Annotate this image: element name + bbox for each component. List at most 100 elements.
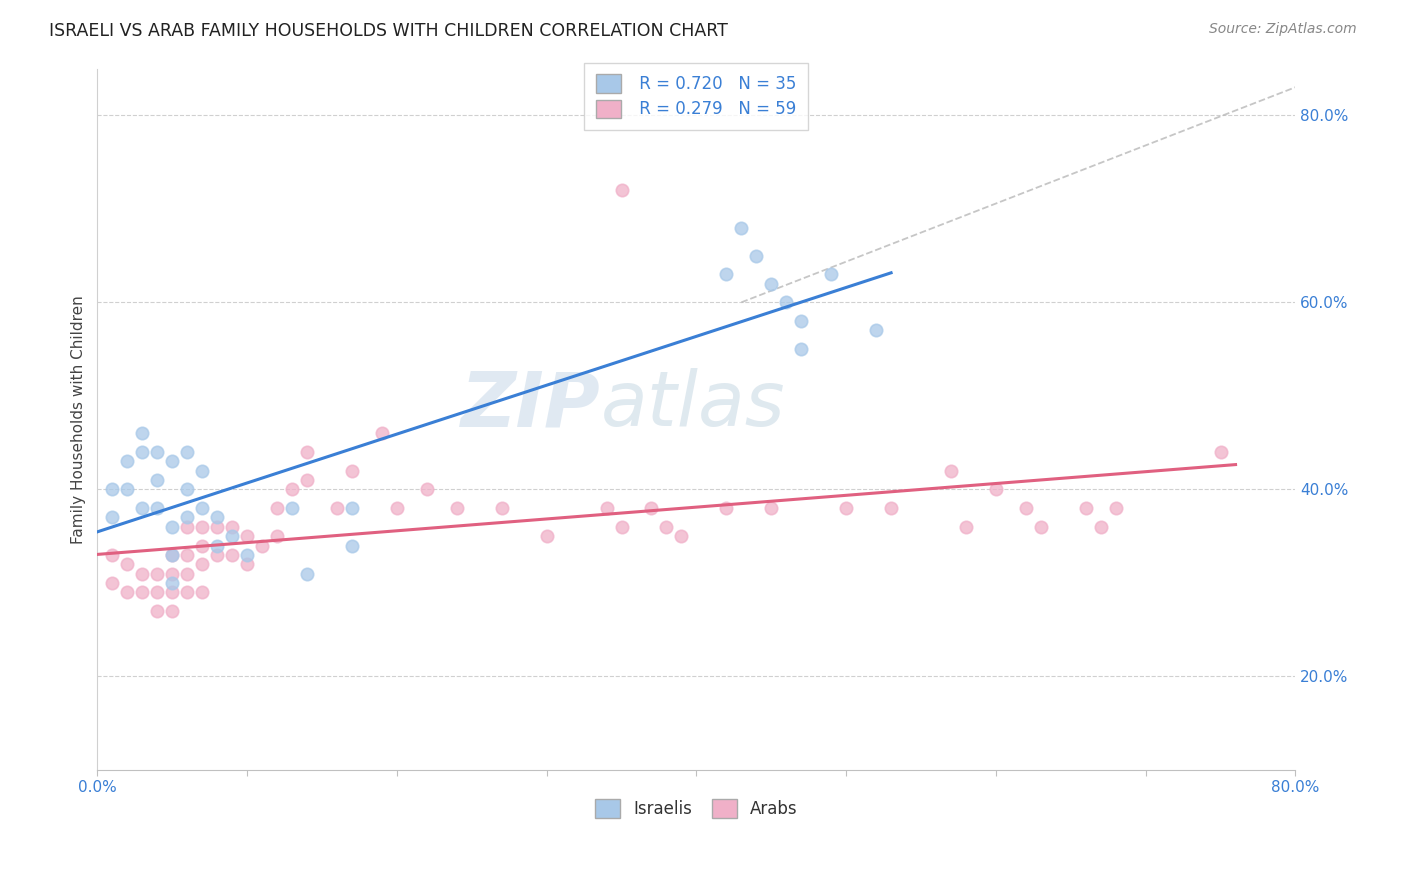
Point <box>236 529 259 543</box>
Point <box>146 604 169 618</box>
Point <box>385 501 408 516</box>
Point <box>117 558 139 572</box>
Legend: Israelis, Arabs: Israelis, Arabs <box>588 793 804 825</box>
Point <box>101 548 124 562</box>
Point <box>745 249 768 263</box>
Point <box>221 548 243 562</box>
Point <box>146 445 169 459</box>
Y-axis label: Family Households with Children: Family Households with Children <box>72 295 86 543</box>
Point <box>416 483 439 497</box>
Point <box>176 520 198 534</box>
Point <box>176 483 198 497</box>
Point <box>117 454 139 468</box>
Point <box>160 604 183 618</box>
Point <box>160 548 183 562</box>
Point <box>775 295 797 310</box>
Point <box>761 501 783 516</box>
Point <box>640 501 662 516</box>
Point <box>595 501 617 516</box>
Point <box>610 183 633 197</box>
Point <box>955 520 977 534</box>
Point <box>236 558 259 572</box>
Point <box>880 501 903 516</box>
Point <box>131 566 153 581</box>
Text: ZIP: ZIP <box>461 368 600 442</box>
Point <box>1209 445 1232 459</box>
Point <box>221 520 243 534</box>
Point <box>820 267 842 281</box>
Point <box>266 501 288 516</box>
Point <box>1074 501 1097 516</box>
Point <box>340 464 363 478</box>
Text: ISRAELI VS ARAB FAMILY HOUSEHOLDS WITH CHILDREN CORRELATION CHART: ISRAELI VS ARAB FAMILY HOUSEHOLDS WITH C… <box>49 22 728 40</box>
Point <box>371 426 394 441</box>
Point <box>191 558 214 572</box>
Text: atlas: atlas <box>600 368 785 442</box>
Point <box>790 314 813 328</box>
Point <box>295 445 318 459</box>
Point <box>191 539 214 553</box>
Point <box>176 548 198 562</box>
Point <box>191 520 214 534</box>
Point <box>191 464 214 478</box>
Point <box>191 501 214 516</box>
Point <box>131 445 153 459</box>
Point <box>295 473 318 487</box>
Point <box>205 539 228 553</box>
Point <box>205 548 228 562</box>
Point <box>281 483 304 497</box>
Point <box>101 576 124 591</box>
Point <box>146 501 169 516</box>
Point <box>160 576 183 591</box>
Point <box>790 342 813 356</box>
Point <box>131 501 153 516</box>
Point <box>281 501 304 516</box>
Point <box>716 267 738 281</box>
Point <box>295 566 318 581</box>
Text: Source: ZipAtlas.com: Source: ZipAtlas.com <box>1209 22 1357 37</box>
Point <box>236 548 259 562</box>
Point <box>1090 520 1112 534</box>
Point <box>146 473 169 487</box>
Point <box>716 501 738 516</box>
Point <box>101 483 124 497</box>
Point <box>160 585 183 599</box>
Point <box>205 510 228 524</box>
Point <box>117 483 139 497</box>
Point <box>160 566 183 581</box>
Point <box>340 539 363 553</box>
Point <box>191 585 214 599</box>
Point <box>865 323 887 337</box>
Point <box>146 585 169 599</box>
Point <box>176 510 198 524</box>
Point <box>131 585 153 599</box>
Point <box>205 520 228 534</box>
Point <box>160 520 183 534</box>
Point <box>146 566 169 581</box>
Point <box>984 483 1007 497</box>
Point <box>340 501 363 516</box>
Point <box>221 529 243 543</box>
Point <box>446 501 468 516</box>
Point <box>326 501 349 516</box>
Point <box>117 585 139 599</box>
Point <box>1029 520 1052 534</box>
Point <box>176 566 198 581</box>
Point <box>730 220 752 235</box>
Point <box>160 548 183 562</box>
Point <box>835 501 858 516</box>
Point <box>939 464 962 478</box>
Point <box>176 445 198 459</box>
Point <box>160 454 183 468</box>
Point <box>176 585 198 599</box>
Point <box>1015 501 1038 516</box>
Point <box>536 529 558 543</box>
Point <box>671 529 693 543</box>
Point <box>266 529 288 543</box>
Point <box>131 426 153 441</box>
Point <box>1105 501 1128 516</box>
Point <box>610 520 633 534</box>
Point <box>761 277 783 291</box>
Point <box>491 501 513 516</box>
Point <box>101 510 124 524</box>
